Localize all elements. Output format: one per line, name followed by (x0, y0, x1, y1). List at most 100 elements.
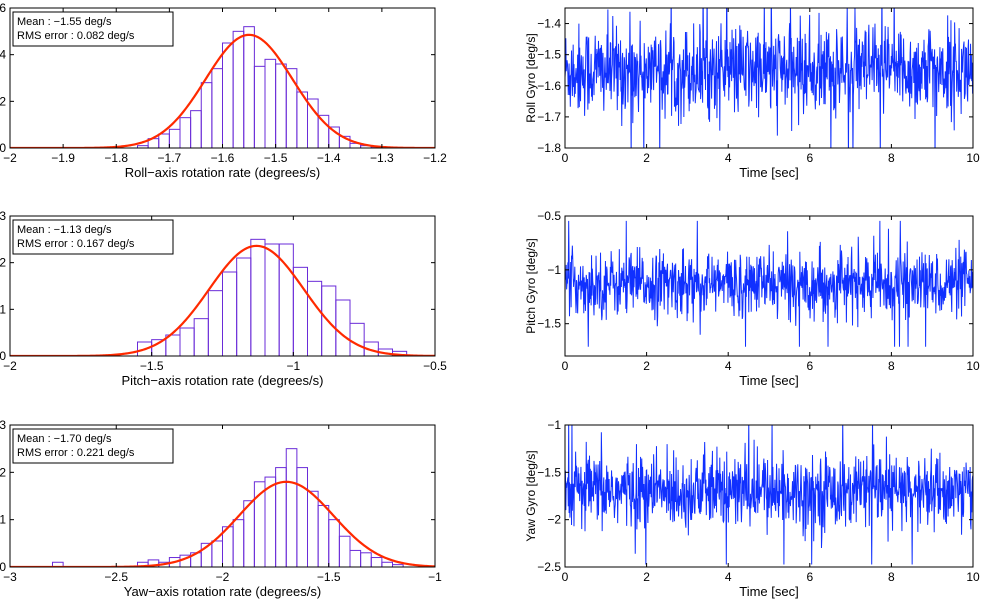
x-axis-label: Roll−axis rotation rate (degrees/s) (125, 165, 320, 180)
x-tick-label: −1.6 (211, 151, 235, 165)
y-tick-label: −1.5 (537, 465, 561, 479)
x-tick-label: 8 (888, 570, 895, 584)
plot-area (10, 448, 435, 567)
x-tick-label: 10 (966, 570, 980, 584)
y-tick-label: 3 (0, 418, 6, 432)
histogram-bar (275, 63, 287, 148)
x-tick-label: −3 (3, 570, 17, 584)
histogram-bar (250, 238, 266, 356)
y-tick-label: −0.5 (537, 209, 561, 223)
legend-box (12, 219, 174, 255)
histogram-bar (285, 448, 298, 567)
y-tick-label: 0 (0, 141, 6, 155)
y-tick-label: 2 (0, 94, 6, 108)
x-tick-label: −1.9 (51, 151, 75, 165)
chart-1: Mean : −1.55 deg/s RMS error : 0.082 deg/… (0, 1, 447, 180)
mean-annotation: Mean : −1.70 deg/s (17, 433, 112, 445)
x-tick-label: −2 (3, 151, 17, 165)
x-tick-label: 10 (966, 359, 980, 373)
x-tick-label: 8 (888, 151, 895, 165)
y-tick-label: −1 (547, 263, 561, 277)
histogram-bar (168, 128, 181, 148)
y-tick-label: −2.5 (537, 560, 561, 574)
legend-box (12, 11, 174, 47)
x-tick-label: −1.2 (423, 151, 447, 165)
gyro-trace-line (565, 8, 973, 148)
x-tick-label: 4 (725, 359, 732, 373)
histogram-bar (207, 290, 223, 356)
chart-5: Pitch Gyro [deg/s] 0 2 4 6 8 10 −1.5 −1 −0.5 Time … (524, 209, 980, 388)
x-tick-label: 10 (966, 151, 980, 165)
gyro-trace-line (565, 425, 973, 565)
stats-legend: Mean : −1.70 deg/s RMS error : 0.221 deg/… (12, 428, 174, 464)
y-tick-label: −2 (547, 513, 561, 527)
y-axis-label: Pitch Gyro [deg/s] (524, 238, 538, 333)
rms-annotation: RMS error : 0.082 deg/s (17, 30, 135, 42)
histogram-bar (158, 133, 170, 148)
x-tick-label: −1.5 (264, 151, 288, 165)
y-tick-label: −1.8 (537, 141, 561, 155)
x-tick-label: 0 (562, 359, 569, 373)
y-tick-label: −1.6 (537, 79, 561, 93)
mean-annotation: Mean : −1.55 deg/s (17, 16, 112, 28)
x-axis-label: Yaw−axis rotation rate (degrees/s) (124, 584, 321, 599)
x-tick-label: 2 (643, 570, 650, 584)
plot-area (10, 238, 435, 356)
x-axis-label: Time [sec] (739, 373, 798, 388)
histogram-bar (232, 30, 245, 148)
chart-3: Mean : −1.70 deg/s RMS error : 0.221 deg/… (0, 418, 442, 599)
histogram-bar (253, 65, 266, 148)
x-tick-label: −1.7 (158, 151, 182, 165)
x-tick-label: 8 (888, 359, 895, 373)
histogram-bar (338, 535, 351, 567)
histogram-bar (264, 476, 277, 567)
histogram-bar (381, 561, 393, 567)
x-tick-label: −1.5 (140, 359, 164, 373)
histogram-bar (200, 82, 213, 148)
histogram-bar (307, 280, 323, 356)
x-tick-label: −1.5 (317, 570, 341, 584)
x-tick-label: 6 (806, 359, 813, 373)
histogram-bar (264, 243, 280, 356)
x-tick-label: −2.5 (104, 570, 128, 584)
axes-frame (564, 424, 974, 568)
x-tick-label: −1 (428, 570, 442, 584)
chart-6: Yaw Gyro [deg/s] 0 2 4 6 8 10 −2.5 −2 −1.5 −1 Time … (524, 418, 980, 599)
rms-annotation: RMS error : 0.221 deg/s (17, 447, 135, 459)
histogram-bar (307, 98, 319, 148)
plot-area (565, 8, 973, 148)
plot-area (565, 425, 973, 565)
stats-legend: Mean : −1.13 deg/s RMS error : 0.167 deg/… (12, 219, 174, 255)
histogram-bar (222, 271, 238, 356)
histogram-bar (349, 322, 365, 356)
histogram-bar (370, 557, 383, 567)
x-tick-label: 6 (806, 570, 813, 584)
histogram-bar (360, 552, 372, 567)
x-tick-label: 4 (725, 151, 732, 165)
x-tick-label: −1.4 (317, 151, 341, 165)
y-tick-label: −1.4 (537, 17, 561, 31)
x-axis-label: Pitch−axis rotation rate (degrees/s) (122, 373, 324, 388)
x-tick-label: −1.3 (370, 151, 394, 165)
y-tick-label: 1 (0, 513, 6, 527)
x-tick-label: −2 (3, 359, 17, 373)
histogram-bar (190, 110, 202, 148)
y-tick-label: 0 (0, 560, 6, 574)
axes-frame (564, 215, 974, 357)
y-tick-label: −1.5 (537, 317, 561, 331)
histogram-bar (179, 117, 192, 148)
histogram-bar (232, 519, 245, 567)
histogram-bar (236, 257, 252, 356)
y-axis-label: Roll Gyro [deg/s] (524, 33, 538, 122)
histogram-bar (296, 467, 308, 567)
plot-area (565, 220, 973, 347)
histogram-bar (211, 68, 223, 148)
histogram-bar (211, 540, 223, 567)
x-tick-label: 2 (643, 151, 650, 165)
x-tick-label: −1.8 (104, 151, 128, 165)
y-tick-label: 3 (0, 209, 6, 223)
rms-annotation: RMS error : 0.167 deg/s (17, 238, 135, 250)
histogram-bar (264, 58, 277, 148)
histogram-bar (243, 500, 255, 567)
